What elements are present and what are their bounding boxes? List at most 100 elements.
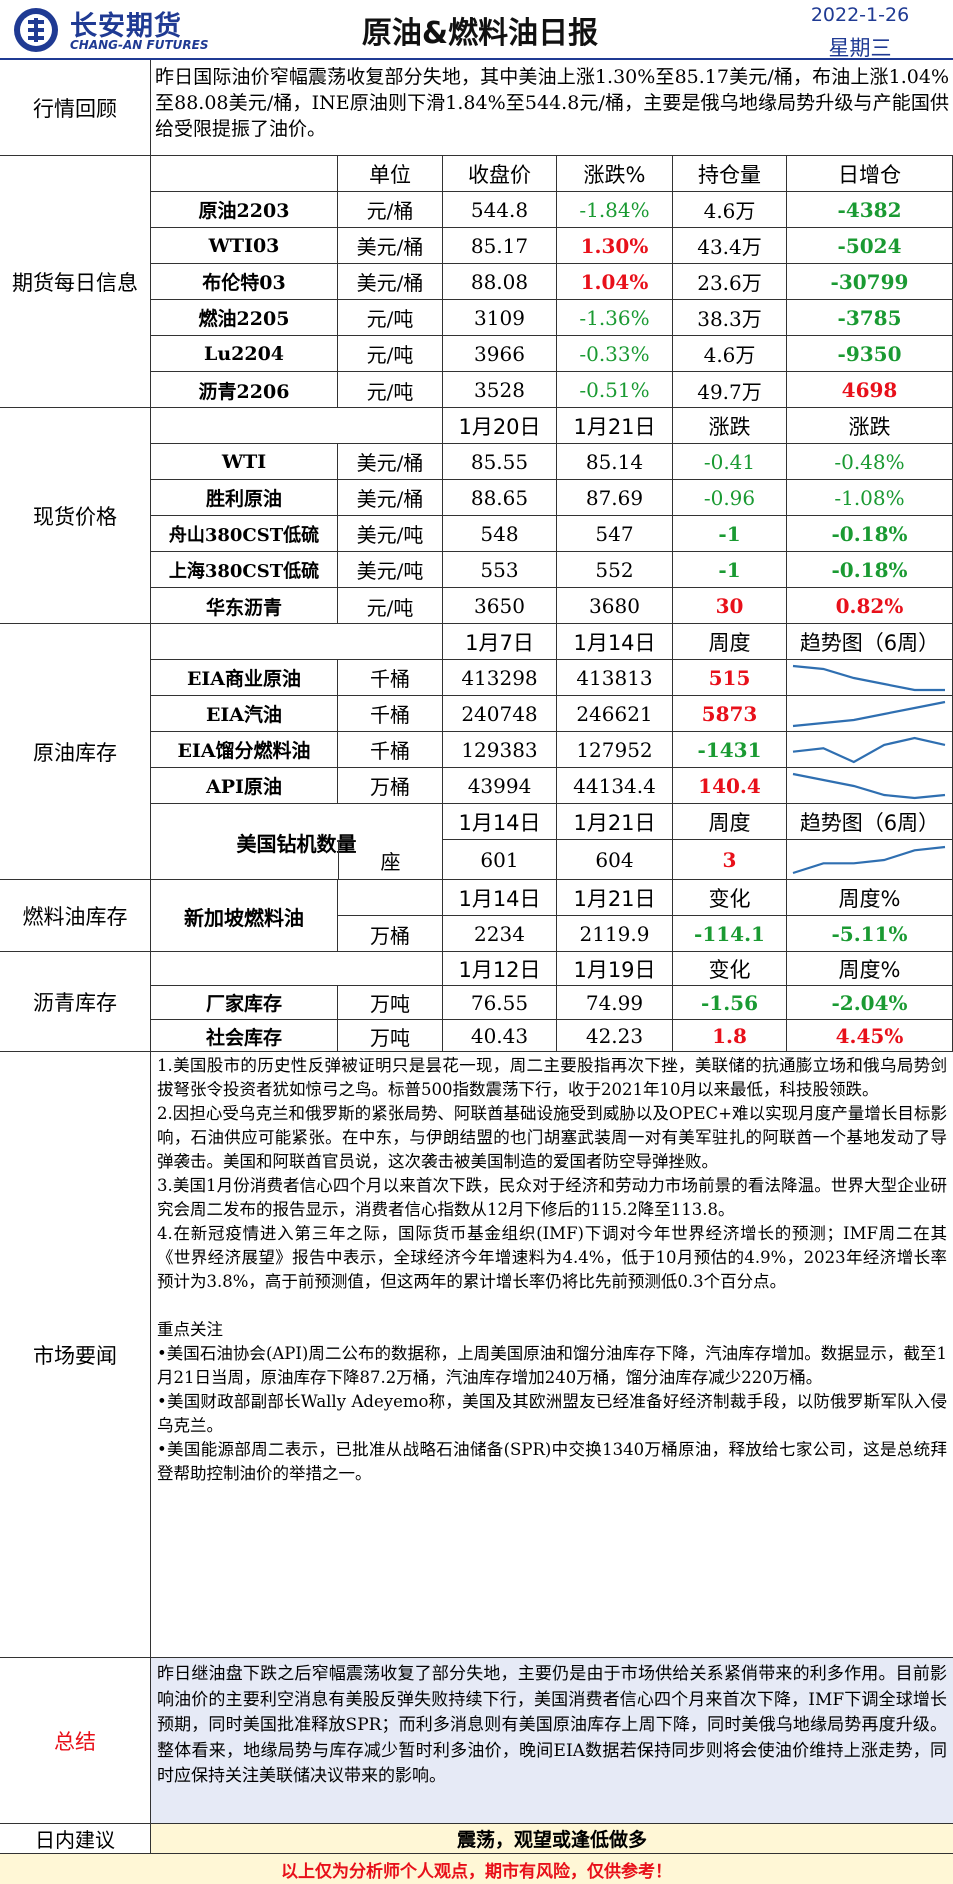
futures-header-chg: 涨跌%: [557, 156, 673, 192]
table-cell: 44134.4: [557, 768, 673, 804]
table-cell: 38.3万: [673, 300, 787, 336]
table-cell: 元/吨: [338, 372, 443, 408]
table-cell: -5024: [787, 228, 953, 264]
table-cell: 23.6万: [673, 264, 787, 300]
spot-label: 现货价格: [0, 408, 151, 624]
table-cell: 美元/桶: [338, 228, 443, 264]
table-cell: 3109: [443, 300, 557, 336]
table-cell: 元/吨: [338, 336, 443, 372]
trend-cell: [787, 660, 953, 696]
disclaimer: 以上仅为分析师个人观点，期市有风险，仅供参考！: [0, 1854, 953, 1884]
table-row-label: EIA馏分燃料油: [151, 732, 338, 768]
company-logo-icon: [14, 8, 58, 52]
review-label: 行情回顾: [0, 60, 151, 156]
table-cell: 4.6万: [673, 192, 787, 228]
trend-cell: [787, 696, 953, 732]
news-item: 4.在新冠疫情进入第三年之际，国际货币基金组织(IMF)下调对今年世界经济增长的…: [157, 1224, 947, 1291]
table-row-label: Lu2204: [151, 336, 338, 372]
table-cell: 515: [673, 660, 787, 696]
inventory-header-d1: 1月7日: [443, 624, 557, 660]
table-cell: 246621: [557, 696, 673, 732]
table-cell: 元/吨: [338, 588, 443, 624]
asphalt-header-blank: [151, 952, 443, 986]
table-cell: 座: [338, 840, 443, 880]
table-row-label: 新加坡燃料油: [151, 880, 338, 952]
trend-cell: [787, 840, 953, 880]
futures-header-oi: 持仓量: [673, 156, 787, 192]
table-cell: -0.41: [673, 444, 787, 480]
table-cell: 美元/桶: [338, 444, 443, 480]
table-cell: 127952: [557, 732, 673, 768]
table-cell: -0.51%: [557, 372, 673, 408]
trend-line: [792, 845, 946, 875]
table-row-label: 舟山380CST低硫: [151, 516, 338, 552]
table-cell: 552: [557, 552, 673, 588]
table-cell: -9350: [787, 336, 953, 372]
asphalt-header-pct: 周度%: [787, 952, 953, 986]
table-cell: -30799: [787, 264, 953, 300]
table-cell: 0.82%: [787, 588, 953, 624]
table-cell: 85.55: [443, 444, 557, 480]
table-cell: 43994: [443, 768, 557, 804]
spot-header-chg: 涨跌: [673, 408, 787, 444]
table-cell: -114.1: [673, 916, 787, 952]
table-cell: 604: [557, 840, 673, 880]
asphalt-inventory-table: 1月12日 1月19日 变化 周度% 厂家库存 万吨 76.55 74.99 -…: [151, 952, 953, 1052]
rig-count-label: 美国钻机数量: [151, 804, 443, 880]
table-cell: 553: [443, 552, 557, 588]
asphalt-header-d1: 1月12日: [443, 952, 557, 986]
futures-header-close: 收盘价: [443, 156, 557, 192]
trend-sparkline: [792, 700, 946, 728]
trend-sparkline: [792, 772, 946, 800]
table-cell: -1.36%: [557, 300, 673, 336]
news-label: 市场要闻: [0, 1052, 151, 1658]
table-cell: -3785: [787, 300, 953, 336]
trend-line: [792, 664, 945, 692]
inventory-label: 原油库存: [0, 624, 151, 880]
table-cell: 40.43: [443, 1020, 557, 1052]
table-cell: -1431: [673, 732, 787, 768]
table-cell: 3680: [557, 588, 673, 624]
rig-header-d1: 1月14日: [443, 804, 557, 840]
table-row-label: 原油2203: [151, 192, 338, 228]
summary-label: 总结: [0, 1658, 151, 1824]
trend-cell: [787, 732, 953, 768]
table-row-label: WTI: [151, 444, 338, 480]
table-cell: 1.8: [673, 1020, 787, 1052]
table-row-label: 胜利原油: [151, 480, 338, 516]
table-cell: -0.96: [673, 480, 787, 516]
table-cell: 美元/桶: [338, 480, 443, 516]
summary-section: 昨日继油盘下跌之后窄幅震荡收复了部分失地，主要仍是由于市场供给关系紧俏带来的利多…: [151, 1658, 953, 1824]
table-cell: 3: [673, 840, 787, 880]
logo-english-name: CHANG-AN FUTURES: [70, 38, 209, 52]
futures-header-unit: 单位: [338, 156, 443, 192]
table-cell: -2.04%: [787, 986, 953, 1020]
table-row-label: 沥青2206: [151, 372, 338, 408]
table-cell: -1: [673, 552, 787, 588]
table-cell: 88.08: [443, 264, 557, 300]
review-section: 昨日国际油价窄幅震荡收复部分失地，其中美油上涨1.30%至85.17美元/桶，布…: [151, 60, 953, 156]
table-cell: 547: [557, 516, 673, 552]
table-row-label: EIA商业原油: [151, 660, 338, 696]
table-cell: 2119.9: [557, 916, 673, 952]
table-cell: 140.4: [673, 768, 787, 804]
table-cell: 548: [443, 516, 557, 552]
table-cell: 元/桶: [338, 192, 443, 228]
table-cell: 美元/桶: [338, 264, 443, 300]
table-cell: 美元/吨: [338, 552, 443, 588]
news-item: 2.因担心受乌克兰和俄罗斯的紧张局势、阿联酋基础设施受到威胁以及OPEC+难以实…: [157, 1104, 947, 1171]
table-cell-blank: [338, 880, 443, 916]
table-cell: 601: [443, 840, 557, 880]
table-cell: 3966: [443, 336, 557, 372]
table-cell: -1.08%: [787, 480, 953, 516]
rig-header-d2: 1月21日: [557, 804, 673, 840]
report-date: 2022-1-26: [810, 4, 910, 26]
table-row-label: 华东沥青: [151, 588, 338, 624]
table-cell: 千桶: [338, 660, 443, 696]
fuel-inventory-table: 新加坡燃料油 1月14日 1月21日 变化 周度% 万桶 2234 2119.9…: [151, 880, 953, 952]
advice-label: 日内建议: [0, 1824, 151, 1854]
trend-line: [792, 736, 946, 764]
table-cell: 129383: [443, 732, 557, 768]
table-cell: -4382: [787, 192, 953, 228]
table-cell: 5873: [673, 696, 787, 732]
